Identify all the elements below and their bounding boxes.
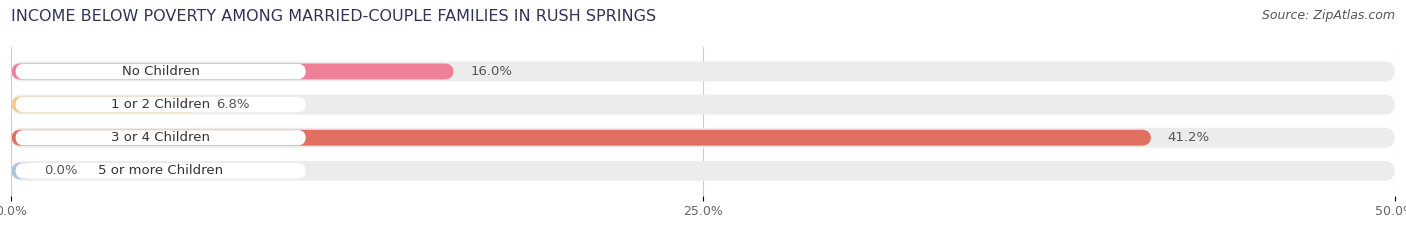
FancyBboxPatch shape [11, 97, 200, 113]
FancyBboxPatch shape [15, 163, 307, 178]
Text: No Children: No Children [122, 65, 200, 78]
Text: 0.0%: 0.0% [45, 164, 77, 177]
Text: 6.8%: 6.8% [217, 98, 249, 111]
FancyBboxPatch shape [15, 64, 307, 79]
FancyBboxPatch shape [11, 64, 454, 79]
Text: 3 or 4 Children: 3 or 4 Children [111, 131, 209, 144]
FancyBboxPatch shape [15, 97, 307, 112]
Text: 41.2%: 41.2% [1168, 131, 1211, 144]
Text: INCOME BELOW POVERTY AMONG MARRIED-COUPLE FAMILIES IN RUSH SPRINGS: INCOME BELOW POVERTY AMONG MARRIED-COUPL… [11, 9, 657, 24]
FancyBboxPatch shape [15, 130, 307, 145]
FancyBboxPatch shape [11, 62, 1395, 81]
Text: 5 or more Children: 5 or more Children [98, 164, 224, 177]
Text: 1 or 2 Children: 1 or 2 Children [111, 98, 211, 111]
FancyBboxPatch shape [11, 163, 34, 179]
FancyBboxPatch shape [11, 128, 1395, 148]
Text: Source: ZipAtlas.com: Source: ZipAtlas.com [1261, 9, 1395, 22]
FancyBboxPatch shape [11, 130, 1152, 146]
Text: 16.0%: 16.0% [471, 65, 513, 78]
FancyBboxPatch shape [11, 95, 1395, 115]
FancyBboxPatch shape [11, 161, 1395, 181]
